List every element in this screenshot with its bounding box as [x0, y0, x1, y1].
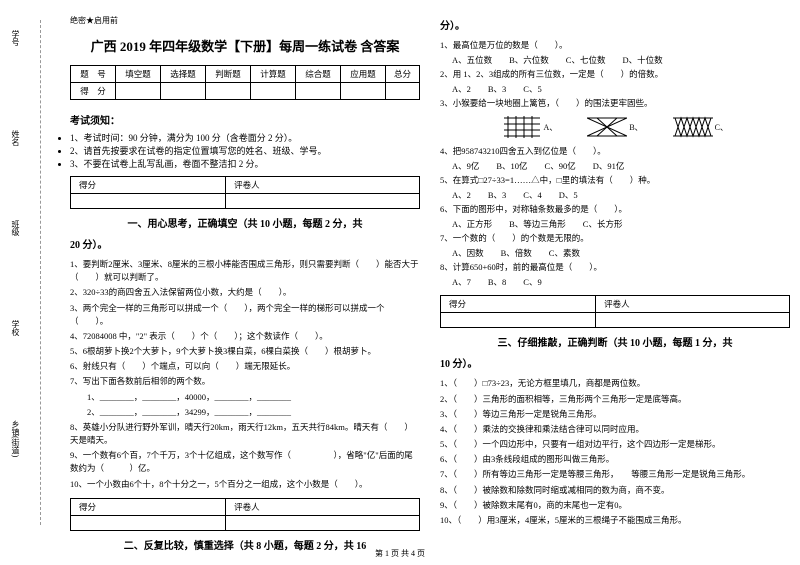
th: 填空题: [116, 66, 161, 83]
pattern-c: C、: [673, 116, 728, 140]
page-footer: 第 1 页 共 4 页: [0, 548, 800, 559]
options: A、因数 B、倍数 C、素数: [452, 247, 790, 259]
question: 4、72084008 中，"2" 表示（ ）个（ ）；这个数读作（ ）。: [70, 330, 420, 343]
question: 5、在算式□27÷33=1……△中，□里的填法有（ ）种。: [440, 174, 790, 187]
th: 选择题: [161, 66, 206, 83]
content-area: 绝密★启用前 广西 2019 年四年级数学【下册】每周一练试卷 含答案 题 号 …: [60, 0, 800, 565]
notice-list: 1、考试时间：90 分钟，满分为 100 分（含卷面分 2 分）。 2、请首先按…: [70, 131, 420, 170]
options: A、2 B、3 C、4 D、5: [452, 189, 790, 201]
table-row: 题 号 填空题 选择题 判断题 计算题 综合题 应用题 总分: [71, 66, 420, 83]
notice-item: 3、不要在试卷上乱写乱画，卷面不整洁扣 2 分。: [70, 157, 420, 170]
question: 10、（ ）用3厘米，4厘米，5厘米的三根绳子不能围成三角形。: [440, 514, 790, 527]
question: 3、小猴要给一块地圈上篱笆，（ ）的围法更牢固些。: [440, 97, 790, 110]
marker-cell: 评卷人: [226, 498, 420, 515]
pattern-row: A、 B、: [440, 116, 790, 140]
question: 1、（ ）□73÷23，无论方框里填几，商都是两位数。: [440, 377, 790, 390]
th: 综合题: [296, 66, 341, 83]
binding-label: 姓名: [10, 130, 21, 146]
zigzag-icon: [673, 116, 713, 140]
th: 判断题: [206, 66, 251, 83]
section-heading: 一、用心思考，正确填空（共 10 小题，每题 2 分，共: [70, 215, 420, 230]
pattern-a: A、: [502, 116, 557, 140]
question: 3、（ ）等边三角形一定是锐角三角形。: [440, 408, 790, 421]
binding-margin: 学号 姓名 班级 学校 乡镇(街道): [0, 0, 60, 565]
question-sub: 1、________，________，40000，________，_____…: [70, 391, 420, 404]
options: A、2 B、3 C、5: [452, 83, 790, 95]
marker-cell: 得分: [71, 498, 226, 515]
section-heading: 三、仔细推敲，正确判断（共 10 小题，每题 1 分，共: [440, 334, 790, 349]
binding-label: 班级: [10, 220, 21, 236]
grid-icon: [502, 116, 542, 140]
marker-cell: 得分: [71, 177, 226, 194]
question: 2、（ ）三角形的面积相等，三角形两个三角形一定是底等高。: [440, 393, 790, 406]
question: 6、（ ）由3条线段组成的图形叫做三角形。: [440, 453, 790, 466]
marker-table: 得分评卷人: [70, 176, 420, 209]
question: 3、两个完全一样的三角形可以拼成一个（ ），两个完全一样的梯形可以拼成一个（ ）…: [70, 302, 420, 328]
binding-label: 乡镇(街道): [10, 420, 21, 457]
notice-heading: 考试须知：: [70, 112, 420, 127]
question: 1、要判断2厘米、3厘米、8厘米的三根小棒能否围成三角形，则只需要判断（ ）能否…: [70, 258, 420, 284]
left-column: 绝密★启用前 广西 2019 年四年级数学【下册】每周一练试卷 含答案 题 号 …: [70, 15, 420, 560]
marker-cell: 得分: [441, 296, 596, 313]
question: 7、（ ）所有等边三角形一定是等腰三角形， 等腰三角形一定是锐角三角形。: [440, 468, 790, 481]
th: 总分: [386, 66, 420, 83]
question: 2、320÷33的商四舍五入法保留两位小数，大约是（ ）。: [70, 286, 420, 299]
marker-table: 得分评卷人: [70, 498, 420, 531]
question: 8、计算650+60时，前的最高位是（ ）。: [440, 261, 790, 274]
question: 5、6根胡萝卜换2个大萝卜，9个大萝卜换3棵白菜，6棵白菜换（ ）根胡萝卜。: [70, 345, 420, 358]
right-column: 分）。 1、最高位是万位的数是（ ）。 A、五位数 B、六位数 C、七位数 D、…: [440, 15, 790, 560]
td: 得 分: [71, 83, 116, 100]
notice-item: 2、请首先按要求在试卷的指定位置填写您的姓名、班级、学号。: [70, 144, 420, 157]
options: A、9亿 B、10亿 C、90亿 D、91亿: [452, 160, 790, 172]
options: A、7 B、8 C、9: [452, 276, 790, 288]
binding-label: 学号: [10, 30, 21, 46]
question: 4、（ ）乘法的交换律和乘法结合律可以同时应用。: [440, 423, 790, 436]
question: 10、一个小数由6个十，8个十分之一，5个百分之一组成，这个小数是（ ）。: [70, 478, 420, 491]
question: 7、写出下面各数前后相邻的两个数。: [70, 375, 420, 388]
pattern-b: B、: [587, 116, 642, 140]
question-sub: 2、________，________，34299，________，_____…: [70, 406, 420, 419]
question: 2、用 1、2、3组成的所有三位数，一定是（ ）的倍数。: [440, 68, 790, 81]
section-heading-cont: 分）。: [440, 17, 790, 32]
question: 9、一个数有6个百，7个千万，3个十亿组成，这个数写作（ ），省略"亿"后面的尾…: [70, 449, 420, 475]
marker-cell: 评卷人: [596, 296, 790, 313]
question: 8、英雄小分队进行野外军训，晴天行20km，雨天行12km，五天共行84km。晴…: [70, 421, 420, 447]
table-row: 得 分: [71, 83, 420, 100]
options: A、五位数 B、六位数 C、七位数 D、十位数: [452, 54, 790, 66]
exam-page: 学号 姓名 班级 学校 乡镇(街道) 绝密★启用前 广西 2019 年四年级数学…: [0, 0, 800, 565]
binding-line: [40, 20, 41, 525]
th: 计算题: [251, 66, 296, 83]
question: 9、（ ）被除数末尾有0，商的末尾也一定有0。: [440, 499, 790, 512]
question: 6、下面的图形中，对称轴条数最多的是（ ）。: [440, 203, 790, 216]
question: 4、把958743210四舍五入到亿位是（ ）。: [440, 145, 790, 158]
question: 1、最高位是万位的数是（ ）。: [440, 39, 790, 52]
score-table: 题 号 填空题 选择题 判断题 计算题 综合题 应用题 总分 得 分: [70, 65, 420, 100]
question: 8、（ ）被除数和除数同时缩或减相同的数为商，商不变。: [440, 484, 790, 497]
question: 5、（ ）一个四边形中，只要有一组对边平行，这个四边形一定是梯形。: [440, 438, 790, 451]
section-heading-cont: 20 分）。: [70, 236, 420, 251]
th: 应用题: [341, 66, 386, 83]
exam-title: 广西 2019 年四年级数学【下册】每周一练试卷 含答案: [70, 36, 420, 55]
notice-item: 1、考试时间：90 分钟，满分为 100 分（含卷面分 2 分）。: [70, 131, 420, 144]
th: 题 号: [71, 66, 116, 83]
question: 6、射线只有（ ）个端点，可以向（ ）端无限延长。: [70, 360, 420, 373]
binding-label: 学校: [10, 320, 21, 336]
secret-mark: 绝密★启用前: [70, 15, 420, 26]
marker-table: 得分评卷人: [440, 295, 790, 328]
cross-icon: [587, 116, 627, 140]
section-heading-cont: 10 分）。: [440, 355, 790, 370]
question: 7、一个数的（ ）的个数是无限的。: [440, 232, 790, 245]
marker-cell: 评卷人: [226, 177, 420, 194]
options: A、正方形 B、等边三角形 C、长方形: [452, 218, 790, 230]
